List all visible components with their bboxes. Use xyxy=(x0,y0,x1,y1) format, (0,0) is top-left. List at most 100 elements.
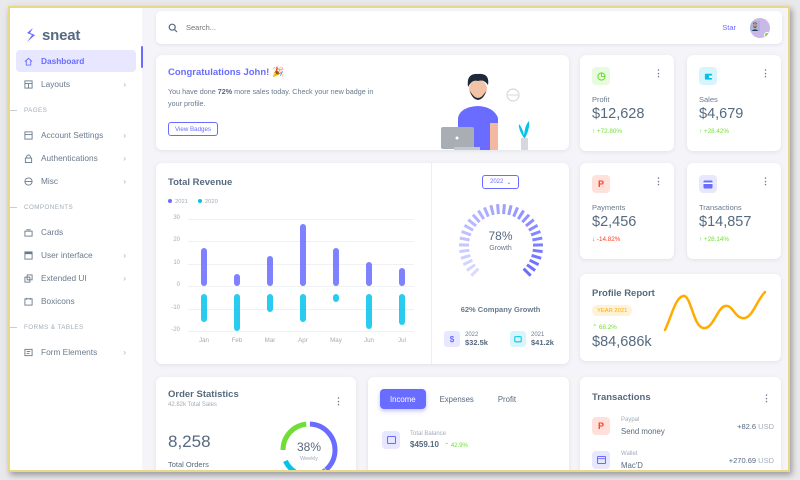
more-options-icon[interactable]: ⋮ xyxy=(654,176,663,186)
sidebar-item-layouts[interactable]: Layouts › xyxy=(16,73,136,95)
user-avatar[interactable] xyxy=(750,17,770,38)
profile-report-card: Profile Report YEAR 2021 ⌃ 68.2% $84,686… xyxy=(580,274,781,361)
income-card: Income Expenses Profit Total Balance $45… xyxy=(368,377,569,470)
sidebar-item-label: Extended UI xyxy=(41,273,87,283)
chevron-right-icon: › xyxy=(123,79,126,89)
transaction-row[interactable]: Wallet Mac'D +270.69 USD xyxy=(592,451,774,470)
nav-header-components: COMPONENTS xyxy=(10,193,142,221)
wallet-icon xyxy=(592,451,610,469)
welcome-title: Congratulations John! 🎉 xyxy=(168,67,284,78)
sales-card: ⋮ Sales $4,679 ↑ +28.42% xyxy=(687,55,781,151)
sidebar-item-user-interface[interactable]: User interface › xyxy=(16,244,136,266)
growth-percent: 78% xyxy=(488,229,513,243)
profit-card: ⋮ Profit $12,628 ↑ +72.80% xyxy=(580,55,674,151)
search-icon xyxy=(168,23,178,32)
total-revenue-card: Total Revenue 2021 2020 30 20 10 0 -10 -… xyxy=(156,163,569,364)
sidebar-item-extended-ui[interactable]: Extended UI › xyxy=(16,267,136,289)
paypal-icon: P xyxy=(592,417,610,435)
growth-panel: 2022 ⌄ 78% Growth 62% Company Growth $ 20… xyxy=(431,163,569,364)
bar-2021-may[interactable] xyxy=(333,248,339,286)
chevron-right-icon: › xyxy=(123,250,126,260)
sidebar-item-label: Authentications xyxy=(41,153,98,163)
year-dropdown[interactable]: 2022 ⌄ xyxy=(482,175,520,189)
tab-profit[interactable]: Profit xyxy=(497,394,517,404)
transaction-row[interactable]: P Paypal Send money +82.6 USD xyxy=(592,417,774,445)
profile-line-chart xyxy=(663,290,767,332)
bar-2020-feb[interactable] xyxy=(234,294,240,331)
chevron-right-icon: › xyxy=(123,347,126,357)
stat-change: ↑ +28.14% xyxy=(699,236,729,243)
brand[interactable]: sneat xyxy=(10,8,142,48)
bar-2021-jan[interactable] xyxy=(201,248,207,286)
growth-label: Growth xyxy=(489,245,512,252)
sidebar-item-dashboard[interactable]: Dashboard xyxy=(16,50,136,72)
weekly-donut-chart: 38% Weekly xyxy=(280,421,338,470)
bar-2020-may[interactable] xyxy=(333,294,339,302)
tab-expenses[interactable]: Expenses xyxy=(439,394,474,404)
sidebar-item-authentications[interactable]: Authentications › xyxy=(16,147,136,169)
more-options-icon[interactable]: ⋮ xyxy=(762,393,771,403)
sidebar-item-label: Cards xyxy=(41,227,64,237)
chevron-up-icon: ⌃ xyxy=(444,443,451,449)
order-statistics-card: Order Statistics 42.82k Total Sales ⋮ 8,… xyxy=(156,377,356,470)
sidebar-item-misc[interactable]: Misc › xyxy=(16,170,136,192)
sidebar-item-cards[interactable]: Cards xyxy=(16,221,136,243)
credit-card-icon xyxy=(699,175,717,193)
stat-label: Transactions xyxy=(699,203,742,212)
bar-2021-apr[interactable] xyxy=(300,224,306,286)
more-options-icon[interactable]: ⋮ xyxy=(761,176,770,186)
bar-2021-feb[interactable] xyxy=(234,274,240,286)
bar-2020-jul[interactable] xyxy=(399,294,405,325)
sidebar: sneat Dashboard Layouts › PAGES Account … xyxy=(10,8,143,470)
view-badges-button[interactable]: View Badges xyxy=(168,122,219,136)
profile-report-title: Profile Report xyxy=(592,288,655,299)
sidebar-item-account-settings[interactable]: Account Settings › xyxy=(16,124,136,146)
welcome-text: You have done 72% more sales today. Chec… xyxy=(168,87,374,108)
profile-change: ⌃ 68.2% xyxy=(592,324,617,331)
stat-label: Profit xyxy=(592,95,610,104)
more-options-icon[interactable]: ⋮ xyxy=(761,68,770,78)
bar-2020-mar[interactable] xyxy=(267,294,273,312)
total-balance-label: Total Balance xyxy=(410,431,447,437)
layout-icon xyxy=(24,79,33,89)
bar-2021-mar[interactable] xyxy=(267,256,273,286)
lock-icon xyxy=(24,153,33,163)
arrow-up-icon: ↑ xyxy=(592,128,597,135)
sidebar-item-form-elements[interactable]: Form Elements › xyxy=(16,341,136,363)
dollar-icon: $ xyxy=(444,331,460,347)
total-orders-value: 8,258 xyxy=(168,432,211,451)
bar-2021-jul[interactable] xyxy=(399,268,405,286)
stat-change: ↑ +28.42% xyxy=(699,128,729,135)
sidebar-toggle-indicator[interactable] xyxy=(141,46,143,68)
transactions-card: Transactions ⋮ P Paypal Send money +82.6… xyxy=(580,377,781,470)
more-options-icon[interactable]: ⋮ xyxy=(334,396,343,406)
company-growth-text: 62% Company Growth xyxy=(460,305,541,314)
chevron-right-icon: › xyxy=(123,273,126,283)
copy-icon xyxy=(24,273,33,283)
bar-2020-apr[interactable] xyxy=(300,294,306,322)
box-icon xyxy=(24,250,33,260)
bar-2020-jun[interactable] xyxy=(366,294,372,329)
stat-change: ↑ +72.80% xyxy=(592,128,622,135)
welcome-card: Congratulations John! 🎉 You have done 72… xyxy=(156,55,569,150)
bar-2021-jun[interactable] xyxy=(366,262,372,286)
legend-item-2021: 2021 xyxy=(168,199,188,205)
sidebar-item-boxicons[interactable]: Boxicons xyxy=(16,290,136,312)
arrow-down-icon: ↓ xyxy=(592,236,597,243)
svg-text:Weekly: Weekly xyxy=(300,456,318,462)
bar-2020-jan[interactable] xyxy=(201,294,207,322)
total-orders-label: Total Orders xyxy=(168,460,209,469)
chart-legend: 2021 2020 xyxy=(168,199,218,205)
profile-value: $84,686k xyxy=(592,334,652,350)
tab-income[interactable]: Income xyxy=(380,389,426,409)
wallet-icon xyxy=(699,67,717,85)
github-star-link[interactable]: Star xyxy=(722,23,736,32)
sidebar-item-label: Boxicons xyxy=(41,296,75,306)
nav-header-forms-tables: FORMS & TABLES xyxy=(10,313,142,341)
search-input[interactable] xyxy=(186,23,723,32)
growth-radial-gauge xyxy=(458,204,544,277)
top-navbar: Star xyxy=(156,11,782,44)
more-options-icon[interactable]: ⋮ xyxy=(654,68,663,78)
sidebar-item-label: Account Settings xyxy=(41,130,104,140)
sidebar-item-label: User interface xyxy=(41,250,93,260)
